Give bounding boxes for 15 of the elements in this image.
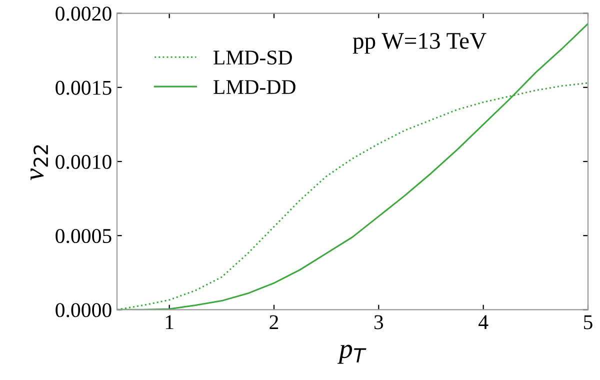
y-tick-label: 0.0005: [56, 228, 112, 244]
y-tick-label: 0.0015: [56, 80, 112, 95]
annotation: pp W=13 TeV: [352, 32, 486, 54]
x-tick-label: 2: [270, 315, 278, 330]
x-tick-label: 3: [374, 315, 384, 330]
x-tick-label: 1: [166, 315, 174, 330]
y-axis-title: v$_{22}$: [30, 145, 48, 180]
y-tick-label: 0.0010: [56, 154, 112, 170]
legend-label: LMD-SD: [214, 50, 292, 65]
legend-label: LMD-DD: [214, 80, 296, 94]
x-tick-label: 4: [478, 315, 488, 330]
x-tick-label: 5: [584, 315, 592, 330]
x-axis-title: p$_{T}$: [337, 344, 366, 364]
y-tick-label: 0.0000: [56, 303, 112, 318]
y-tick-label: 0.0020: [56, 6, 112, 21]
